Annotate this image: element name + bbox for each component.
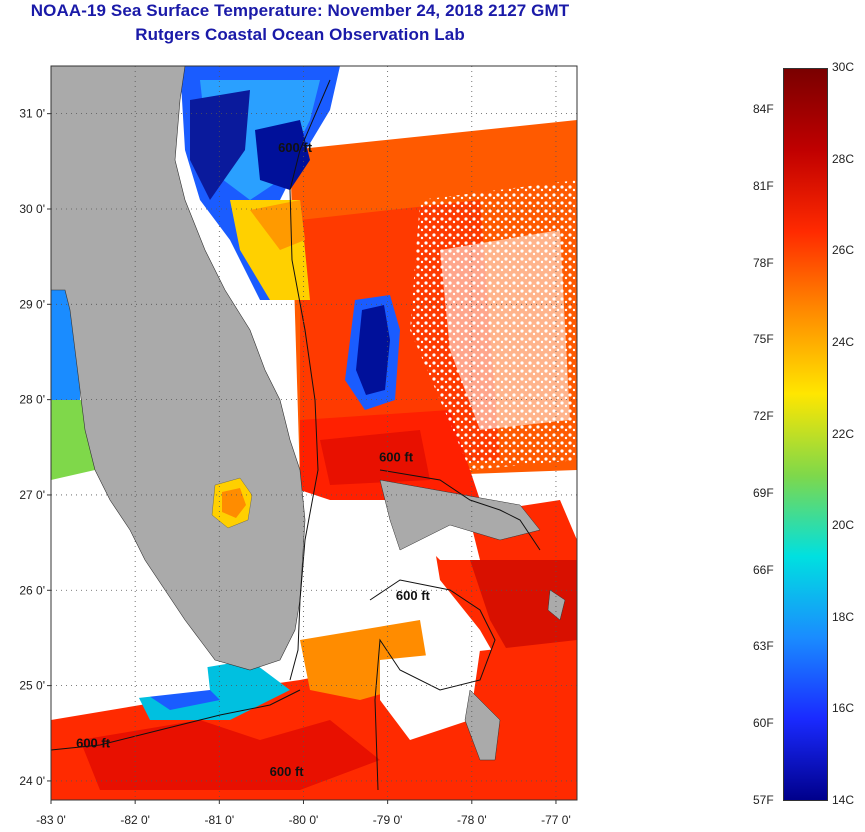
colorbar-celsius-label: 28C bbox=[832, 151, 855, 166]
colorbar-celsius-label: 20C bbox=[832, 518, 855, 533]
isobath-lines bbox=[50, 79, 541, 791]
lat-tick-label: 24 0' bbox=[19, 774, 45, 788]
isobath-label: 600 ft bbox=[270, 764, 305, 779]
lon-tick-label: -78 0' bbox=[457, 813, 487, 827]
lat-tick-label: 27 0' bbox=[19, 488, 45, 502]
lon-tick-label: -79 0' bbox=[373, 813, 403, 827]
colorbar-fahrenheit-label: 63F bbox=[753, 639, 774, 654]
isobath-label: 600 ft bbox=[379, 450, 414, 465]
colorbar-fahrenheit-label: 66F bbox=[753, 562, 774, 577]
isobath-label: 600 ft bbox=[76, 736, 111, 751]
colorbar-fahrenheit-label: 84F bbox=[753, 102, 774, 116]
colorbar-celsius-label: 30C bbox=[832, 60, 855, 74]
sst-field bbox=[51, 66, 577, 800]
map-title: NOAA-19 Sea Surface Temperature: Novembe… bbox=[30, 1, 570, 20]
temperature-colorbar bbox=[783, 68, 828, 801]
map-border bbox=[50, 65, 578, 801]
colorbar-celsius-label: 24C bbox=[832, 334, 855, 349]
land bbox=[50, 65, 566, 761]
colorbar-fahrenheit-label: 72F bbox=[753, 409, 774, 424]
isobath-label: 600 ft bbox=[278, 140, 313, 155]
lon-tick-label: -82 0' bbox=[120, 813, 150, 827]
graticule: 24 0' 25 0' 26 0' 27 0' 28 0' 29 0' 30 0' 31 0'… bbox=[19, 66, 577, 827]
colorbar-celsius-label: 18C bbox=[832, 609, 855, 624]
lat-tick-label: 30 0' bbox=[19, 202, 45, 216]
isobath-labels: 600 ft 600 ft 600 ft 600 ft 600 ft bbox=[76, 140, 430, 779]
lat-tick-label: 25 0' bbox=[19, 679, 45, 693]
lon-tick-label: -77 0' bbox=[541, 813, 571, 827]
lon-tick-label: -83 0' bbox=[36, 813, 66, 827]
colorbar-fahrenheit-label: 75F bbox=[753, 332, 774, 347]
colorbar-fahrenheit-label: 69F bbox=[753, 485, 774, 500]
lat-tick-label: 28 0' bbox=[19, 393, 45, 407]
lon-tick-label: -81 0' bbox=[204, 813, 234, 827]
colorbar-fahrenheit-label: 81F bbox=[753, 178, 774, 193]
lat-tick-label: 26 0' bbox=[19, 583, 45, 597]
colorbar-fahrenheit-label: 57F bbox=[753, 793, 774, 807]
lat-tick-label: 29 0' bbox=[19, 297, 45, 311]
colorbar-celsius-label: 22C bbox=[832, 426, 855, 441]
colorbar-celsius-label: 16C bbox=[832, 701, 855, 716]
colorbar-fahrenheit-label: 78F bbox=[753, 255, 774, 270]
map-subtitle: Rutgers Coastal Ocean Observation Lab bbox=[135, 25, 465, 44]
colorbar-celsius-label: 14C bbox=[832, 793, 855, 807]
isobath-label: 600 ft bbox=[396, 588, 431, 603]
lat-tick-label: 31 0' bbox=[19, 107, 45, 121]
colorbar-fahrenheit-label: 60F bbox=[753, 716, 774, 731]
lon-tick-label: -80 0' bbox=[289, 813, 319, 827]
colorbar-celsius-label: 26C bbox=[832, 243, 855, 258]
